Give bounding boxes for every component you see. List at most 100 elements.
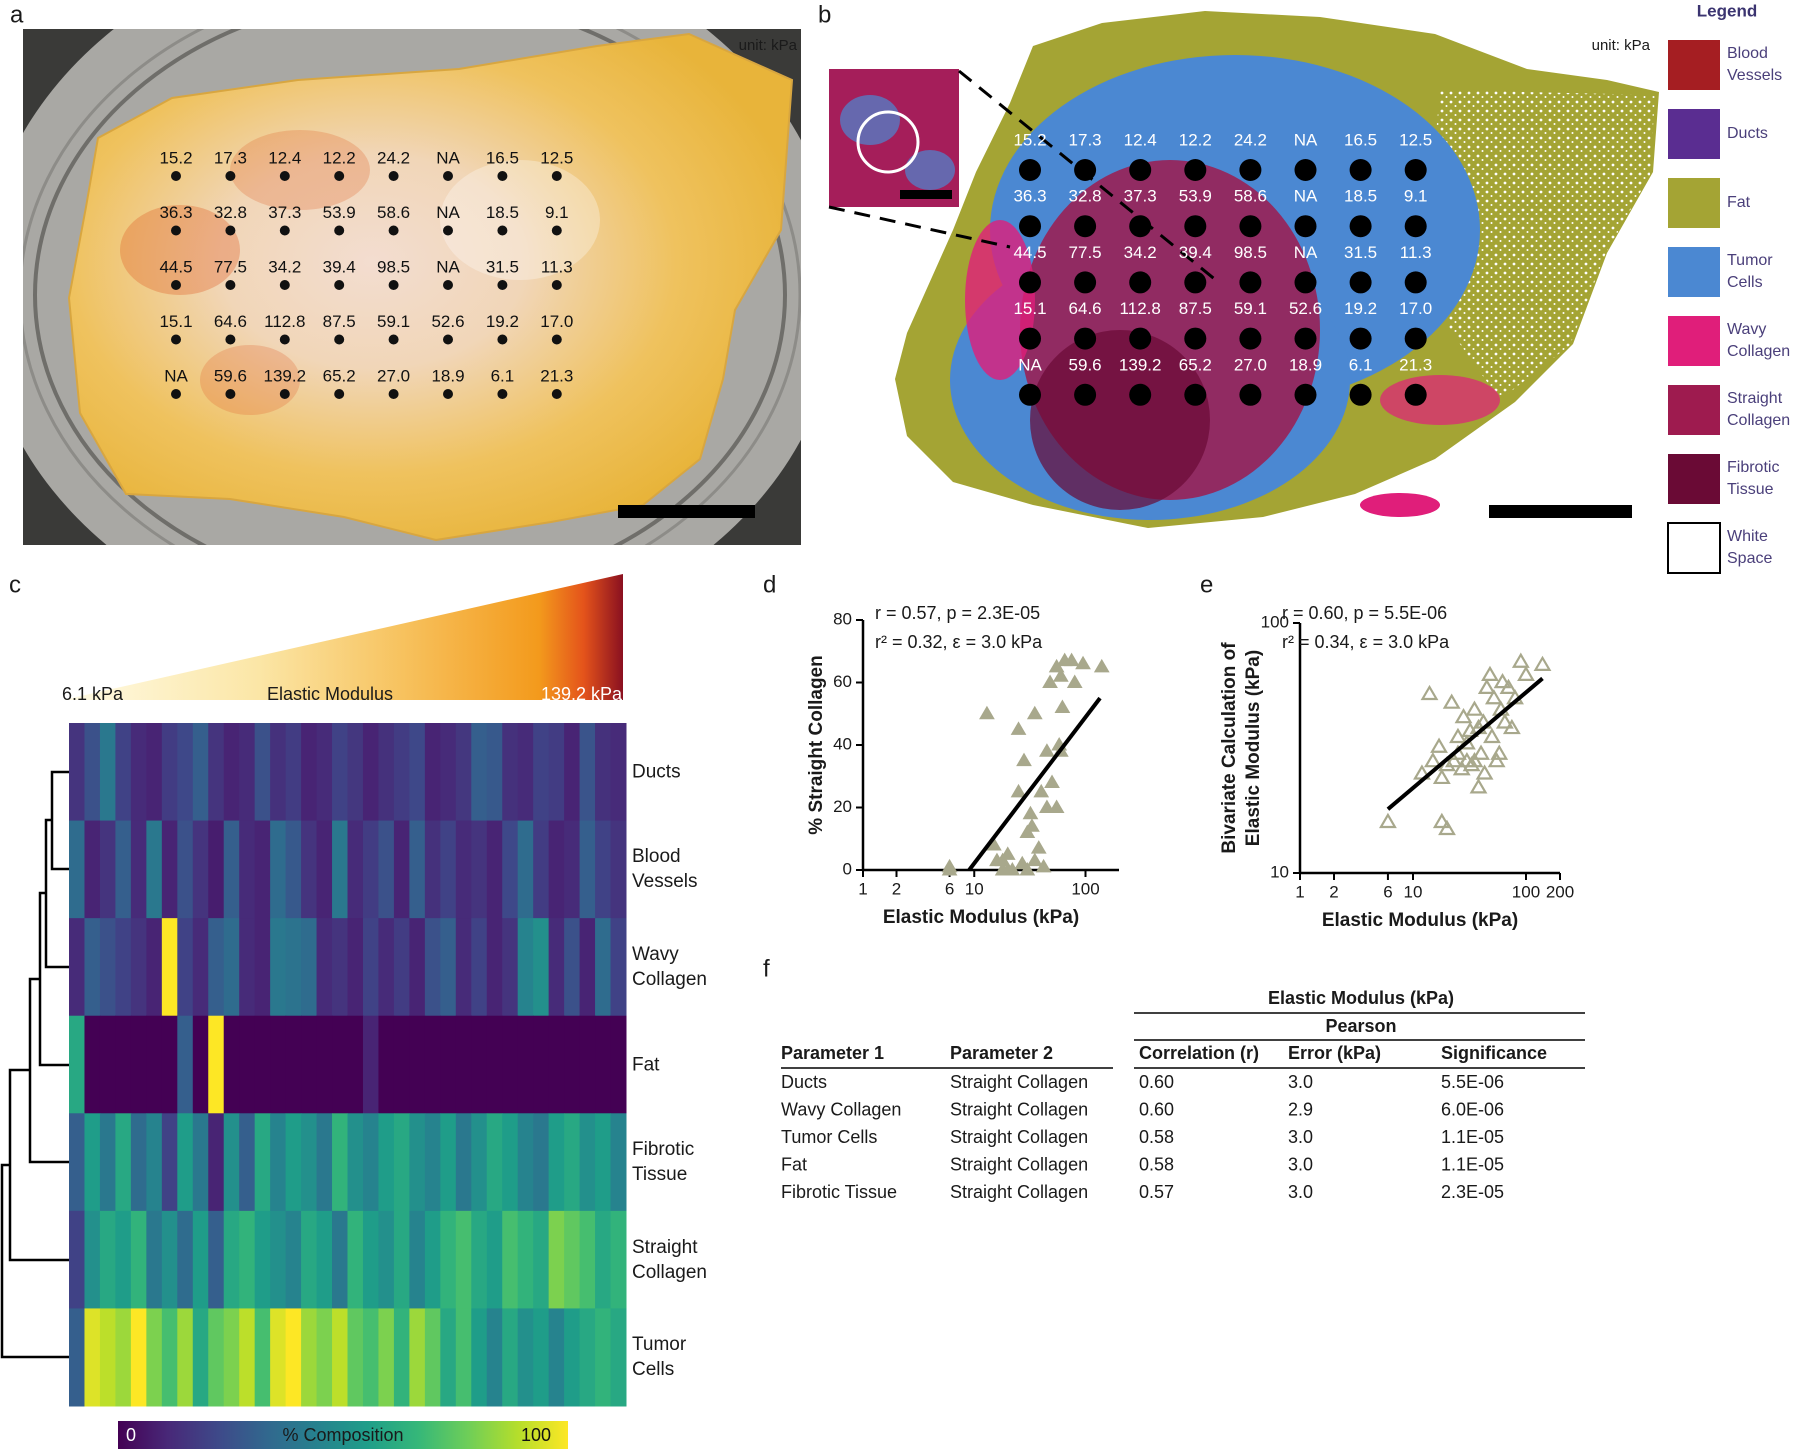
heatmap-cell	[486, 1210, 503, 1309]
point	[1438, 819, 1456, 836]
heatmap-cell	[486, 918, 503, 1017]
modulus-label: NA	[1294, 243, 1318, 262]
heatmap-cell	[316, 1015, 333, 1114]
heatmap-cell	[177, 1113, 194, 1212]
heatmap-cell	[239, 723, 256, 822]
panel-label: a	[10, 1, 24, 28]
heatmap-cell	[362, 1308, 379, 1407]
point	[1430, 737, 1448, 753]
probe-dot	[1019, 215, 1041, 238]
heatmap-cell	[239, 1308, 256, 1407]
probe-dot	[497, 225, 508, 236]
heatmap-cell	[301, 820, 318, 919]
heatmap-cell	[69, 918, 85, 1017]
heatmap-cell	[208, 820, 225, 919]
table-cell: Wavy Collagen	[781, 1099, 901, 1119]
modulus-label: 11.3	[541, 257, 573, 276]
probe-dot	[551, 389, 562, 399]
modulus-label: 24.2	[1234, 130, 1267, 149]
point	[1495, 713, 1514, 729]
probe-dot	[1129, 159, 1152, 181]
modulus-label: 12.2	[1179, 130, 1212, 149]
table-cell: Straight Collagen	[950, 1127, 1088, 1147]
heatmap-cell	[84, 1113, 101, 1212]
row-label: Tumor Cells	[632, 1334, 687, 1381]
point	[1420, 684, 1439, 701]
heatmap-cell	[254, 1308, 271, 1407]
heatmap-cell	[316, 918, 333, 1017]
heatmap-cell	[548, 1308, 565, 1407]
heatmap-cell	[347, 1210, 364, 1309]
heatmap-cell	[192, 1210, 209, 1309]
heatmap-cell	[332, 723, 348, 822]
heatmap-cell	[564, 1015, 581, 1114]
probe-dot	[1074, 159, 1097, 181]
heatmap-cell	[455, 723, 472, 822]
heatmap-cell	[347, 820, 364, 919]
heatmap-cell	[208, 723, 225, 822]
heatmap-cell	[471, 723, 488, 822]
point	[1472, 744, 1490, 760]
heatmap-cell	[347, 1308, 364, 1407]
modulus-label: 31.5	[1344, 243, 1377, 262]
heatmap-cell	[270, 1015, 287, 1114]
modulus-label: NA	[1294, 130, 1318, 149]
heatmap-cell	[378, 1113, 395, 1212]
probe-dot	[1349, 271, 1372, 294]
heatmap-cell	[533, 1113, 550, 1212]
point	[1517, 665, 1535, 682]
heatmap-cell	[99, 820, 116, 919]
modulus-label: 65.2	[1179, 355, 1212, 374]
heatmap-cell	[409, 820, 426, 919]
heatmap-cell	[455, 1308, 472, 1407]
heatmap-cell	[192, 1015, 209, 1114]
heatmap-cell	[99, 918, 116, 1017]
heatmap-cell	[362, 820, 379, 919]
heatmap-cell	[610, 918, 627, 1017]
fit-line	[1386, 676, 1544, 811]
table-cell: 0.58	[1139, 1127, 1174, 1147]
heatmap-cell	[254, 1210, 271, 1309]
heatmap-cell	[440, 1015, 457, 1114]
probe-dot	[1404, 215, 1427, 238]
heatmap-cell	[471, 1113, 488, 1212]
legend-swatch	[1668, 40, 1720, 90]
modulus-label: 39.4	[1179, 243, 1212, 262]
heatmap-cell	[223, 1308, 240, 1407]
probe-dot	[1129, 327, 1152, 350]
x-tick-label: 6	[1383, 882, 1392, 901]
probe-dot	[1404, 159, 1427, 181]
heatmap-cell	[440, 820, 457, 919]
tissue-map-b	[828, 11, 1659, 528]
probe-dot	[1294, 327, 1317, 350]
modulus-label: 65.2	[323, 366, 356, 385]
modulus-label: 58.6	[377, 203, 410, 222]
heatmap-cell	[130, 1113, 147, 1212]
heatmap-cell	[115, 1015, 132, 1114]
probe-dot	[225, 171, 236, 181]
heatmap-cell	[115, 918, 132, 1017]
probe-dot	[171, 280, 181, 290]
probe-dot	[1349, 383, 1372, 406]
heatmap-cell	[316, 1113, 333, 1212]
table-column-header: Parameter 2	[950, 1043, 1053, 1063]
probe-dot	[1294, 271, 1317, 294]
heatmap-cell	[254, 918, 271, 1017]
table-column-header: Significance	[1441, 1043, 1547, 1063]
y-tick-label: 10	[1270, 862, 1289, 881]
heatmap-cell	[409, 918, 426, 1017]
table-cell: Straight Collagen	[950, 1155, 1088, 1175]
x-tick-label: 1	[858, 879, 867, 898]
probe-dot	[279, 334, 290, 345]
legend-label: Fibrotic Tissue	[1727, 459, 1780, 498]
probe-dot	[1019, 327, 1041, 350]
table-cell: 5.5E-06	[1441, 1072, 1504, 1092]
heatmap-cell	[69, 820, 85, 919]
probe-dot	[1019, 383, 1041, 406]
heatmap-cell	[208, 1113, 225, 1212]
heatmap-cell	[316, 1308, 333, 1407]
x-tick-label: 2	[892, 879, 901, 898]
point	[1016, 752, 1032, 767]
heatmap-cell	[208, 1210, 225, 1309]
heatmap-cell	[316, 1210, 333, 1309]
